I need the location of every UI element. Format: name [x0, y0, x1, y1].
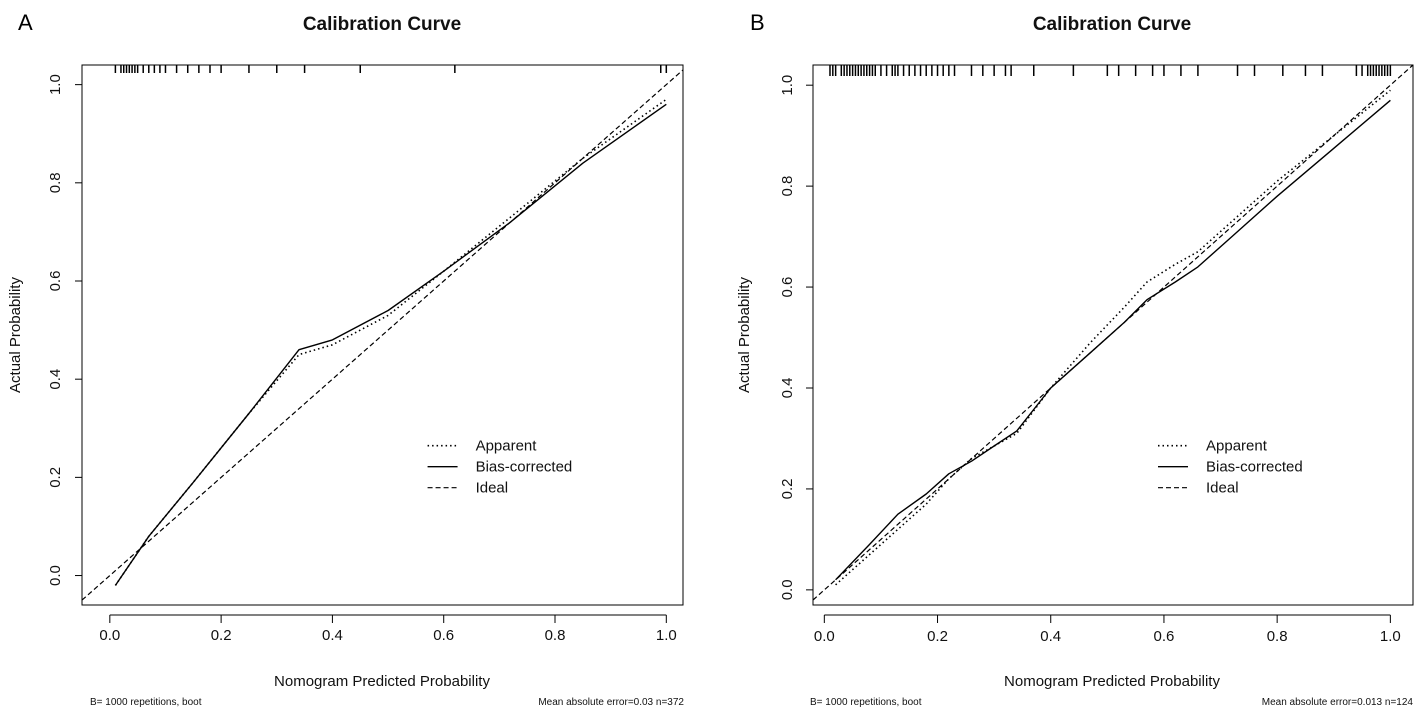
chart-a-ytick-label: 0.6	[47, 271, 64, 292]
chart-b-footnote-left: B= 1000 repetitions, boot	[810, 697, 922, 708]
chart-b-ytick-label: 0.6	[779, 277, 796, 298]
chart-b-ytick-label: 0.4	[779, 378, 796, 399]
chart-b-series-ideal	[812, 64, 1414, 601]
panel-label-b: B	[750, 10, 765, 35]
chart-b-plot-frame	[812, 64, 1414, 606]
chart-a-xlabel: Nomogram Predicted Probability	[274, 673, 490, 690]
chart-a-xtick-label: 0.2	[211, 627, 232, 644]
chart-a-plot-frame	[81, 64, 684, 606]
chart-panel-a: A Calibration Curve 0.0 0.2 0.4 0.6 0.8 1.0 0.…	[0, 0, 708, 710]
chart-b-legend-label: Ideal	[1206, 480, 1239, 497]
chart-b-xtick-label: 0.6	[1154, 628, 1175, 645]
chart-b-ylabel: Actual Probability	[736, 277, 753, 393]
chart-a-xtick-label: 0.4	[322, 627, 343, 644]
chart-b-xtick-label: 0.4	[1040, 628, 1061, 645]
chart-a-series-bias-corrected	[114, 103, 667, 586]
chart-a-title: Calibration Curve	[303, 14, 461, 35]
chart-b-xtick-label: 1.0	[1380, 628, 1401, 645]
chart-a-xtick-label: 0.8	[545, 627, 566, 644]
chart-a-xtick-label: 0.0	[99, 627, 120, 644]
chart-a-ytick-label: 0.2	[47, 467, 64, 488]
chart-a-svg: A Calibration Curve 0.0 0.2 0.4 0.6 0.8 1.0 0.…	[7, 10, 684, 708]
chart-b-xtick-label: 0.0	[814, 628, 835, 645]
chart-b-xtick-label: 0.2	[927, 628, 948, 645]
chart-a-legend-label: Apparent	[476, 438, 538, 455]
chart-a-ytick-label: 0.0	[47, 565, 64, 586]
chart-a-ytick-label: 0.4	[47, 369, 64, 390]
chart-a-legend-label: Ideal	[476, 480, 509, 497]
chart-a-xtick-label: 1.0	[656, 627, 677, 644]
chart-b-xtick-label: 0.8	[1267, 628, 1288, 645]
chart-b-footnote-right: Mean absolute error=0.013 n=124	[1262, 697, 1414, 708]
chart-b-ytick-label: 0.2	[779, 478, 796, 499]
chart-a-ylabel: Actual Probability	[7, 277, 24, 393]
chart-b-svg: B Calibration Curve 0.0 0.2 0.4 0.6 0.8 1.0 0.…	[736, 10, 1414, 708]
chart-b-xlabel: Nomogram Predicted Probability	[1004, 673, 1220, 690]
chart-b-legend-label: Apparent	[1206, 438, 1268, 455]
chart-b-ytick-label: 1.0	[779, 75, 796, 96]
chart-b-series-bias-corrected	[835, 99, 1391, 581]
chart-b-ytick-label: 0.0	[779, 579, 796, 600]
chart-b-title: Calibration Curve	[1033, 14, 1191, 35]
chart-b-legend-label: Bias-corrected	[1206, 459, 1303, 476]
chart-a-ytick-label: 0.8	[47, 172, 64, 193]
chart-a-series-apparent	[114, 98, 667, 586]
chart-a-footnote-right: Mean absolute error=0.03 n=372	[538, 697, 684, 708]
chart-b-series-apparent	[835, 89, 1391, 586]
chart-a-xtick-label: 0.6	[433, 627, 454, 644]
chart-a-ytick-label: 1.0	[47, 74, 64, 95]
panel-label-a: A	[18, 10, 33, 35]
chart-a-footnote-left: B= 1000 repetitions, boot	[90, 697, 202, 708]
chart-panel-b: B Calibration Curve 0.0 0.2 0.4 0.6 0.8 1.0 0.…	[708, 0, 1417, 710]
chart-b-ytick-label: 0.8	[779, 176, 796, 197]
chart-a-legend-label: Bias-corrected	[476, 459, 573, 476]
chart-a-series-ideal	[81, 69, 684, 601]
